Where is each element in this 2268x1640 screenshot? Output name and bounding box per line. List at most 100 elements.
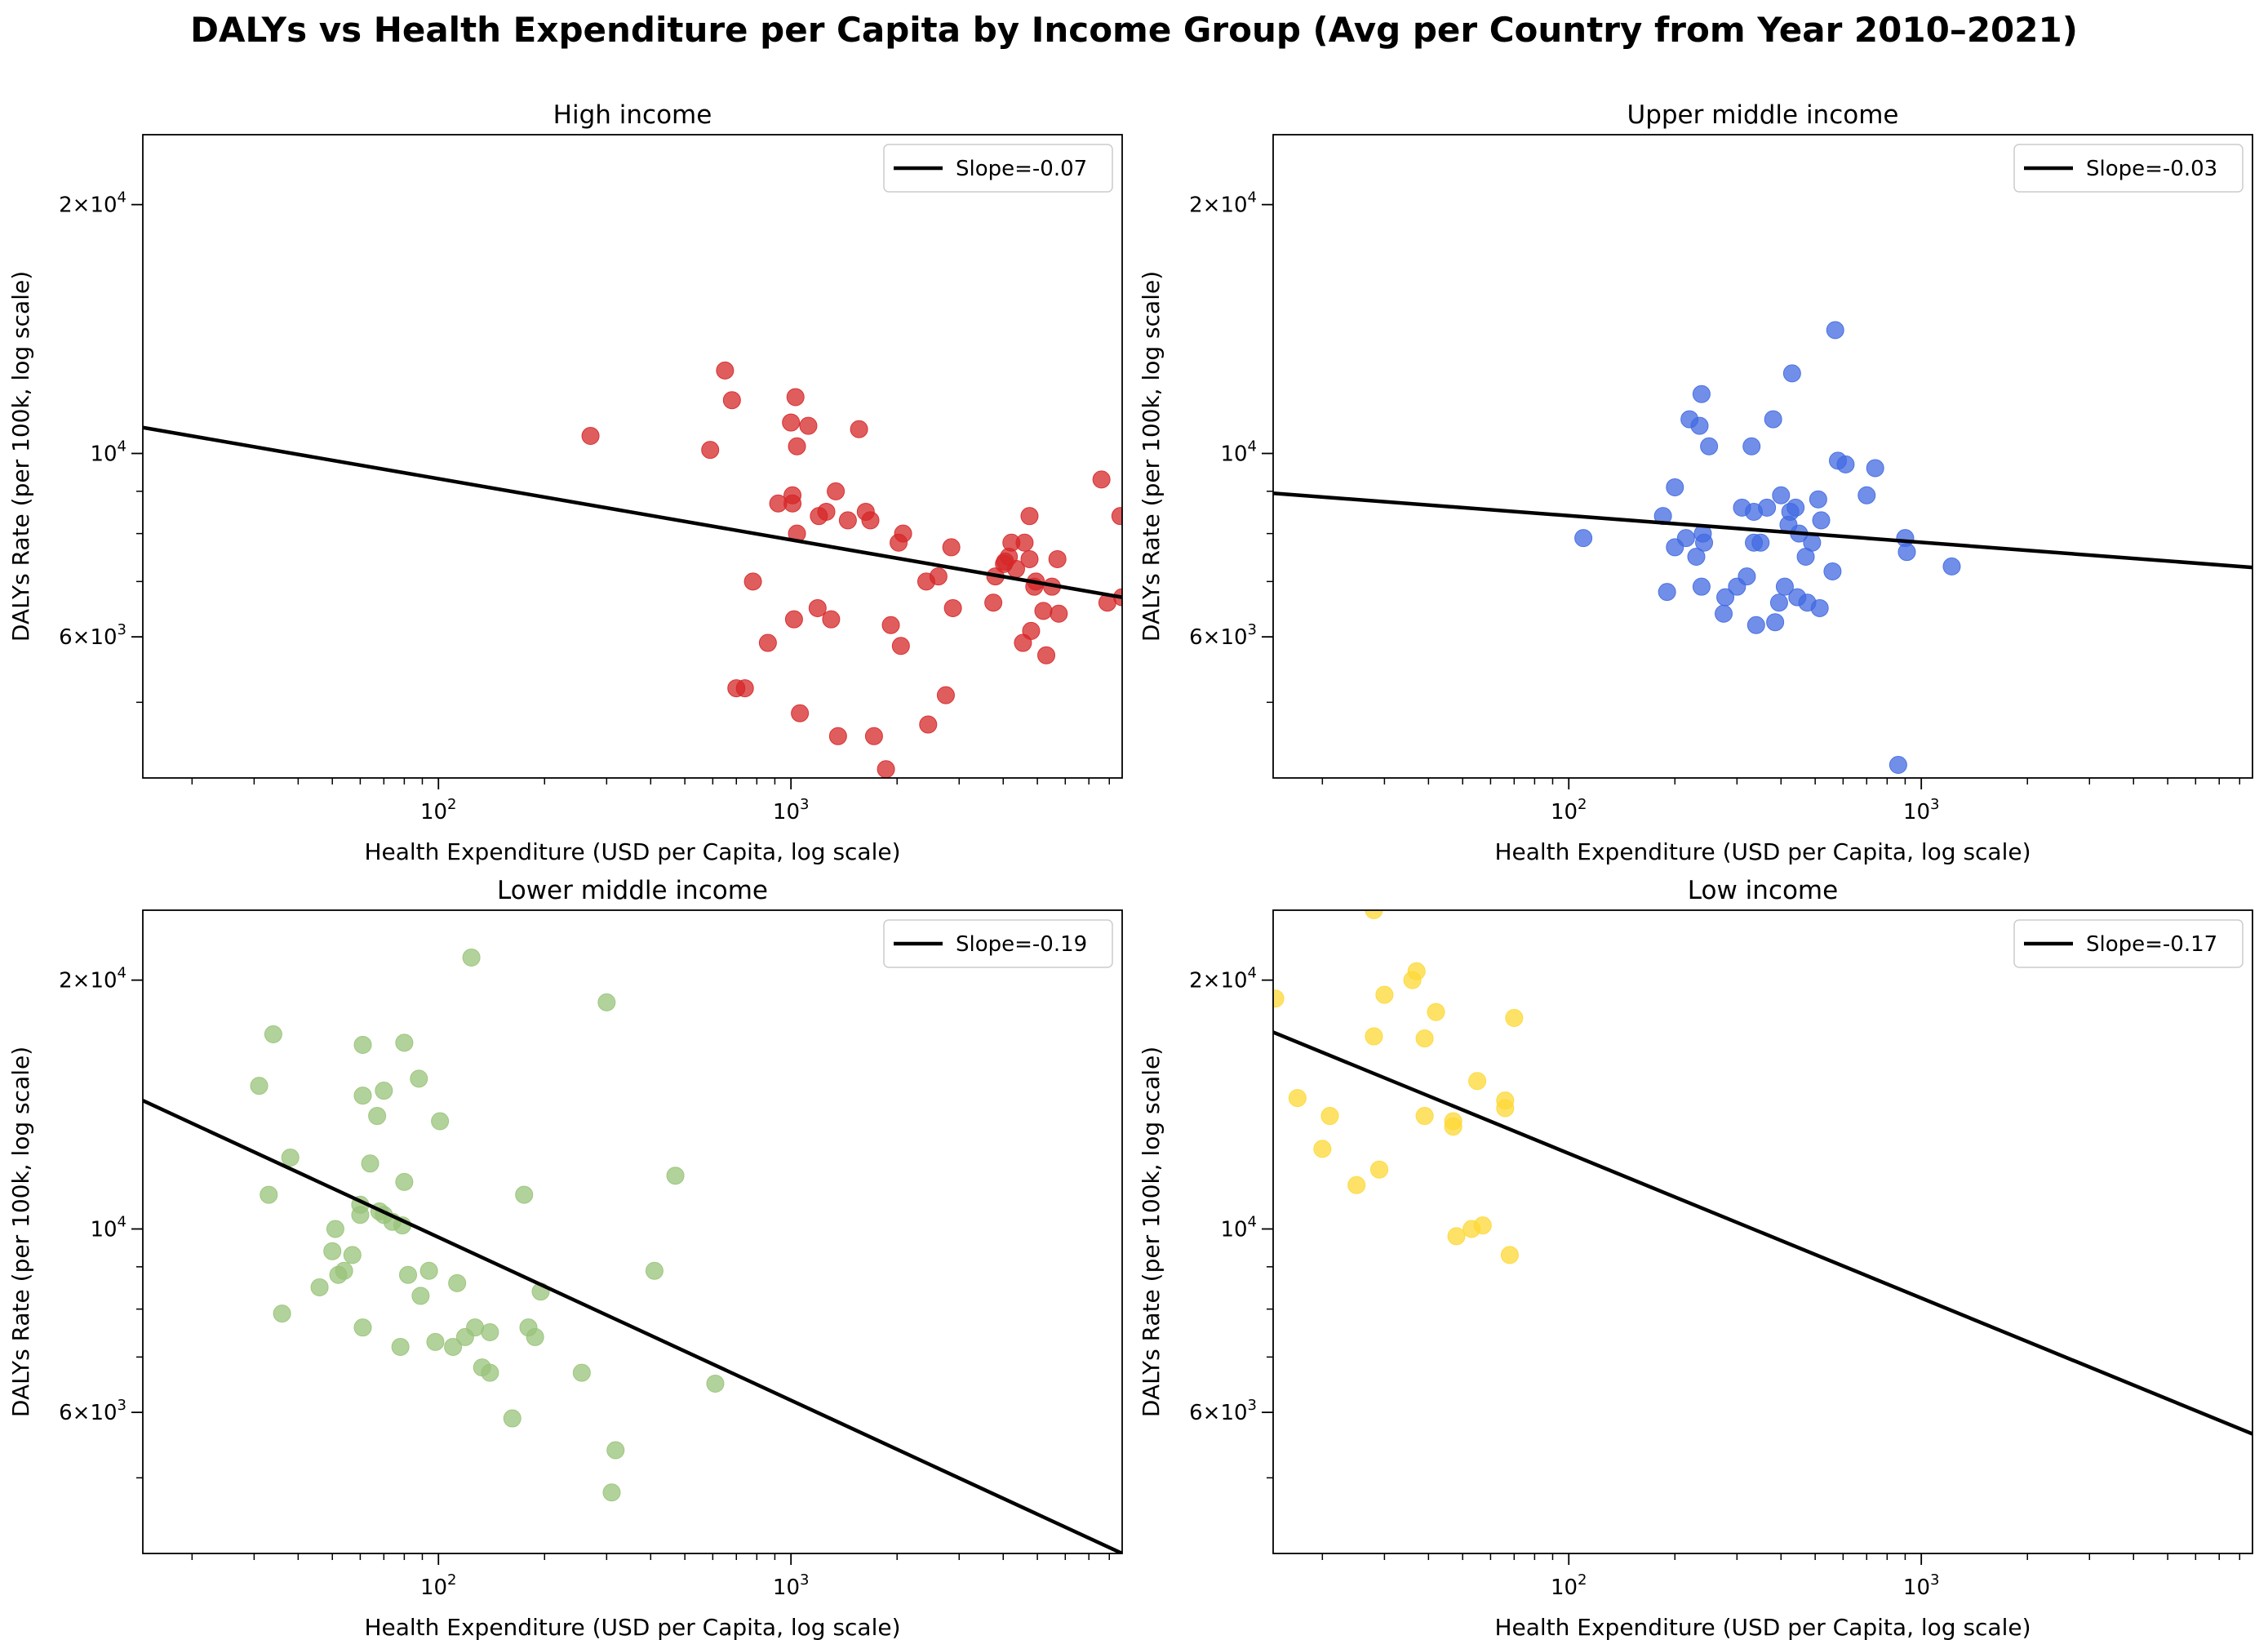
y-minor-ticks: [1267, 491, 1273, 704]
data-point: [368, 1107, 387, 1126]
data-point: [1505, 1008, 1524, 1027]
data-point: [1320, 1107, 1339, 1126]
data-point: [1866, 459, 1884, 478]
data-point: [1365, 910, 1383, 919]
axes-frame: [142, 134, 1123, 779]
data-point: [1764, 410, 1782, 429]
data-point: [1810, 598, 1829, 617]
chart-panel-4: Low income 102 103 6×103 104 2×104 Health Expe…: [1138, 876, 2253, 1640]
data-point: [1742, 437, 1761, 456]
axes-frame: [1272, 134, 2253, 779]
y-tick-label: 2×104: [1189, 189, 1257, 218]
panel-title: Low income: [1688, 876, 1838, 905]
data-point: [1415, 1029, 1434, 1048]
data-point: [1775, 577, 1794, 596]
data-point: [410, 1069, 428, 1088]
x-axis-label: Health Expenditure (USD per Capita, log …: [364, 1614, 900, 1640]
data-point: [1746, 616, 1765, 634]
x-axis-label: Health Expenditure (USD per Capita, log …: [1494, 1614, 2031, 1640]
data-point: [929, 567, 948, 586]
data-point: [817, 502, 836, 521]
data-point: [1803, 533, 1822, 552]
data-point: [784, 610, 803, 629]
data-point: [606, 1441, 625, 1460]
data-point: [743, 572, 762, 591]
regression-line: [1273, 1030, 2252, 1436]
data-point: [894, 524, 912, 543]
data-point: [1500, 1246, 1519, 1264]
x-axis-label: Health Expenditure (USD per Capita, log …: [364, 838, 900, 865]
data-point: [1690, 416, 1709, 435]
legend-label: Slope=-0.07: [956, 157, 1087, 181]
data-point: [503, 1409, 522, 1428]
x-minor-ticks: [191, 778, 1111, 784]
data-point: [1313, 1140, 1332, 1158]
data-point: [426, 1332, 445, 1351]
x-tick-label: 103: [773, 1571, 810, 1600]
data-point: [791, 704, 810, 722]
data-point: [1273, 989, 1285, 1008]
data-point: [1427, 1002, 1445, 1021]
data-point: [1496, 1091, 1515, 1110]
axes-frame: [1272, 909, 2253, 1554]
data-point: [716, 361, 735, 380]
plot-area: [143, 361, 1122, 778]
chart-panel-2: Upper middle income 102 103 6×103 104 2×104 He…: [1138, 100, 2253, 865]
data-point: [419, 1261, 438, 1280]
data-point: [581, 427, 600, 446]
plot-area: [1273, 321, 2252, 775]
data-point: [1695, 533, 1714, 552]
data-point: [353, 1318, 372, 1337]
data-point: [735, 679, 754, 698]
data-point: [783, 486, 802, 504]
legend-box: [2013, 144, 2244, 193]
data-point: [391, 1337, 410, 1356]
regression-line: [143, 1099, 1122, 1553]
data-point: [353, 1035, 372, 1054]
data-point: [323, 1242, 342, 1260]
panel-title: Lower middle income: [497, 876, 768, 905]
x-minor-ticks: [191, 1553, 1111, 1560]
data-point: [1347, 1176, 1366, 1194]
legend: Slope=-0.03: [2013, 144, 2244, 193]
x-tick-label: 102: [420, 796, 457, 824]
x-tick-label: 103: [1903, 1571, 1940, 1600]
y-tick-label: 104: [90, 438, 126, 466]
data-point: [1365, 1027, 1383, 1046]
data-point: [1111, 507, 1122, 526]
data-point: [1666, 478, 1684, 496]
data-point: [943, 598, 962, 617]
x-minor-ticks: [1321, 1553, 2241, 1560]
data-point: [1692, 577, 1711, 596]
data-point: [936, 686, 955, 704]
data-point: [706, 1374, 725, 1393]
data-point: [786, 388, 805, 407]
data-point: [1809, 490, 1827, 509]
data-point: [1786, 498, 1805, 517]
legend: Slope=-0.17: [2013, 919, 2244, 968]
data-point: [838, 511, 857, 530]
legend-label: Slope=-0.17: [2086, 932, 2217, 957]
y-minor-ticks: [136, 491, 143, 704]
data-point: [1823, 562, 1842, 580]
data-point: [353, 1087, 372, 1105]
plot-area: [143, 948, 1122, 1553]
y-tick-label: 104: [1220, 1213, 1257, 1242]
data-point: [1050, 604, 1068, 623]
y-tick-label: 2×104: [59, 965, 126, 993]
axes-frame: [142, 909, 1123, 1554]
panel-title: High income: [553, 100, 712, 130]
panel-title: Upper middle income: [1627, 100, 1899, 130]
data-point: [1715, 604, 1733, 623]
data-point: [861, 511, 880, 530]
data-point: [788, 437, 806, 456]
data-point: [1407, 962, 1426, 980]
data-point: [343, 1246, 362, 1264]
y-tick-label: 6×103: [59, 1397, 126, 1425]
data-point: [351, 1206, 370, 1224]
data-point: [462, 948, 481, 967]
data-point: [850, 420, 868, 438]
legend-box: [883, 144, 1113, 193]
legend-label: Slope=-0.19: [956, 932, 1087, 957]
data-point: [799, 416, 818, 435]
